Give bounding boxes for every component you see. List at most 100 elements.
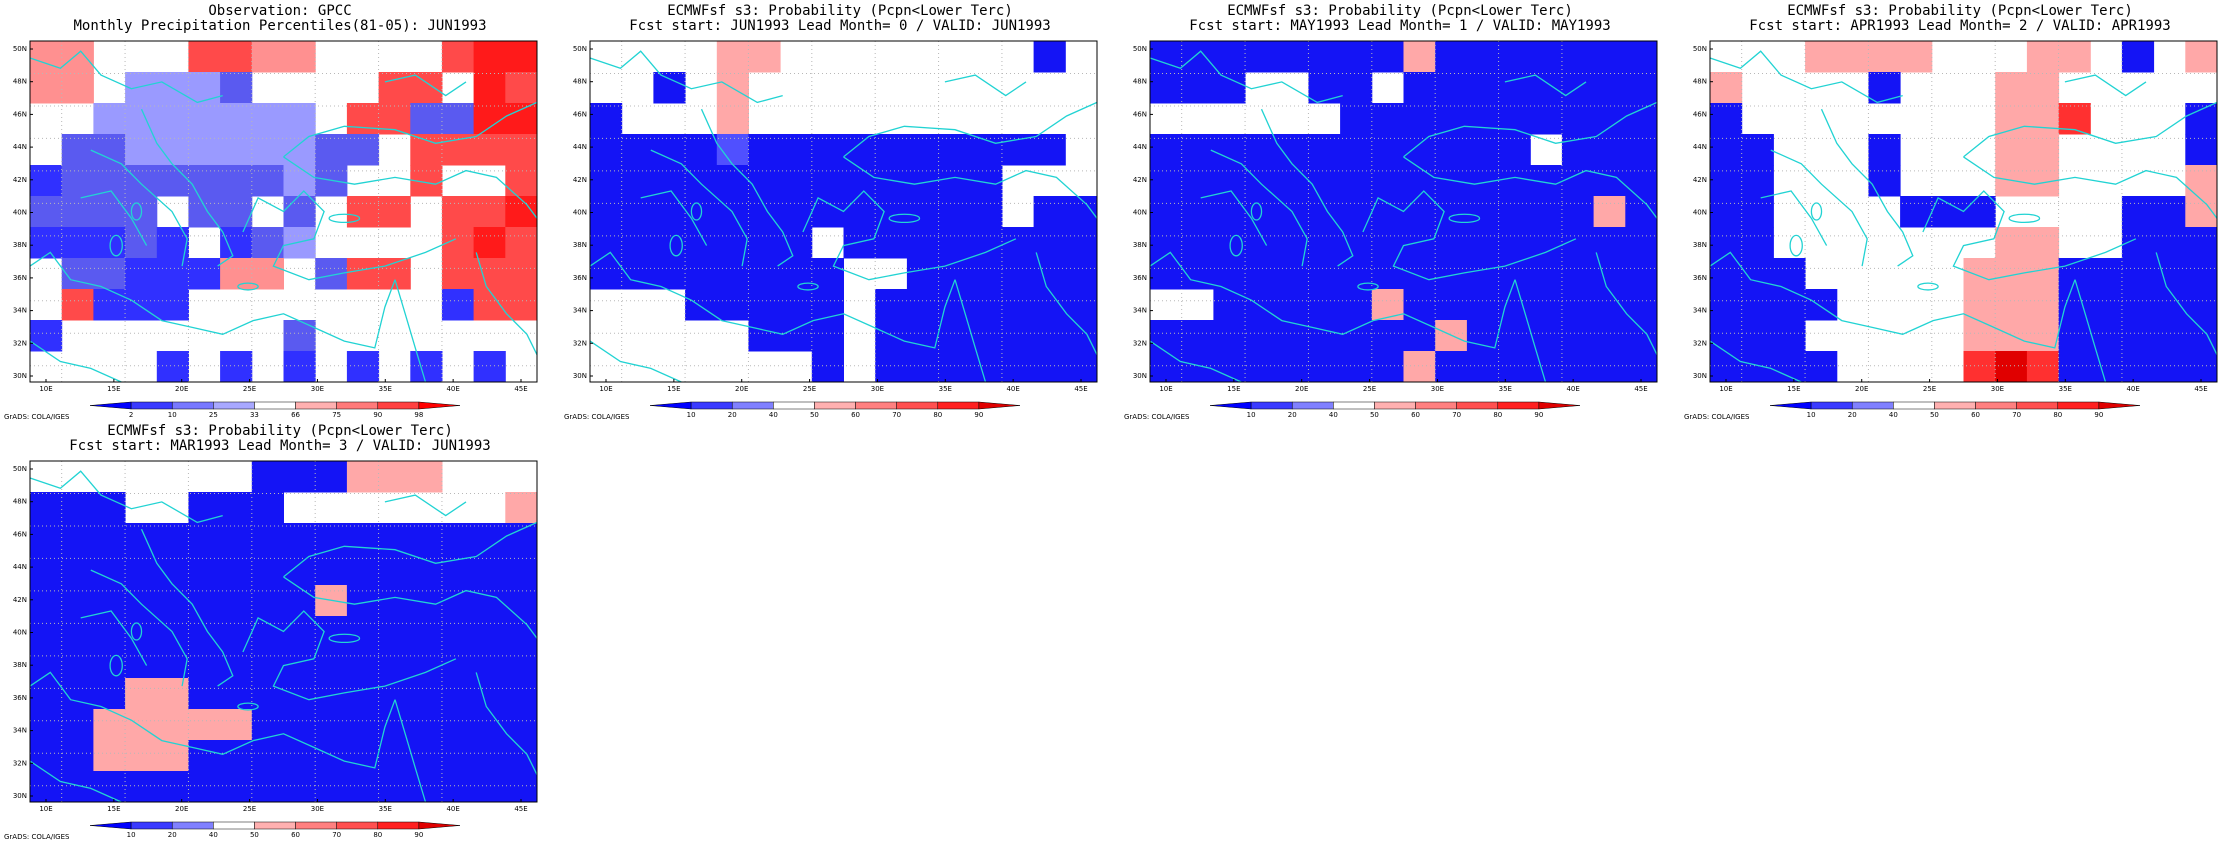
- lat-tick-label: 46N: [1133, 110, 1147, 118]
- grid-cell: [441, 103, 475, 135]
- grid-cell: [1773, 351, 1806, 383]
- lat-tick-label: 50N: [13, 465, 27, 473]
- grid-cell: [1498, 165, 1531, 197]
- lon-tick-label: 35E: [379, 805, 392, 813]
- colorbar-legend: 10 20 40 50 60 70 80 90: [649, 401, 1021, 419]
- lat-tick-label: 30N: [13, 792, 27, 800]
- grid-cell: [780, 289, 813, 321]
- colorbar-label: 20: [1848, 411, 1857, 419]
- grid-cell: [685, 258, 718, 290]
- grid-cell: [378, 585, 411, 617]
- grid-cell: [1340, 289, 1373, 321]
- grid-cell: [1466, 134, 1500, 166]
- colorbar-label: 80: [2053, 411, 2062, 419]
- grid-cell: [61, 41, 94, 73]
- grid-cell: [1371, 41, 1404, 73]
- grid-cell: [811, 320, 844, 352]
- lat-tick-label: 38N: [1693, 241, 1707, 249]
- lat-tick-label: 46N: [573, 110, 587, 118]
- grid-cell: [30, 320, 63, 352]
- grid-cell: [188, 134, 221, 166]
- map-frame: [589, 40, 1098, 383]
- grid-cell: [748, 289, 781, 321]
- grid-cell: [2058, 351, 2091, 383]
- grid-cell: [441, 740, 475, 772]
- grid-cell: [473, 103, 506, 135]
- grid-cell: [125, 289, 158, 321]
- grid-cell: [938, 196, 971, 228]
- grid-cell: [2121, 351, 2155, 383]
- grid-cell: [410, 134, 443, 166]
- panel-subtitle: Fcst start: MAR1993 Lead Month= 3 / VALI…: [69, 438, 491, 454]
- grid-cell: [685, 134, 718, 166]
- precip-cells: [1150, 41, 1658, 383]
- lat-tick-label: 32N: [13, 339, 27, 347]
- colorbar-label: 10: [687, 411, 696, 419]
- grid-cell: [93, 647, 126, 679]
- colorbar-swatch: [130, 821, 173, 830]
- lat-tick-label: 38N: [13, 661, 27, 669]
- grid-cell: [473, 227, 506, 259]
- grid-cell: [188, 72, 221, 104]
- colorbar-legend: 10 20 40 50 60 70 80 90: [1769, 401, 2141, 419]
- grid-cell: [1340, 103, 1373, 135]
- colorbar-label: 25: [209, 411, 218, 419]
- grid-cell: [1065, 289, 1098, 321]
- grid-cell: [346, 258, 380, 290]
- grid-cell: [251, 678, 284, 710]
- colorbar-label: 10: [1247, 411, 1256, 419]
- grid-cell: [716, 196, 749, 228]
- grid-cell: [125, 134, 158, 166]
- grid-cell: [125, 709, 158, 741]
- colorbar-label: 90: [1534, 411, 1543, 419]
- grid-cell: [1995, 227, 2028, 259]
- grid-cell: [93, 740, 126, 772]
- grid-cell: [1625, 351, 1658, 383]
- panel-subtitle: Monthly Precipitation Percentiles(81-05)…: [73, 18, 487, 34]
- grid-cell: [811, 351, 844, 383]
- lon-tick-label: 25E: [243, 805, 256, 813]
- grid-cell: [93, 258, 126, 290]
- grid-cell: [156, 523, 189, 555]
- grid-cell: [1741, 165, 1774, 197]
- grid-cell: [251, 165, 284, 197]
- graticule: [30, 461, 537, 802]
- grid-cell: [1276, 320, 1309, 352]
- grid-cell: [621, 227, 654, 259]
- grid-cell: [1963, 320, 1996, 352]
- grid-cell: [315, 709, 348, 741]
- grid-cell: [938, 320, 971, 352]
- grid-cell: [125, 165, 158, 197]
- colorbar-label: 66: [291, 411, 300, 419]
- lat-tick-label: 44N: [1693, 143, 1707, 151]
- grid-cell: [748, 41, 781, 73]
- grid-cell: [188, 709, 221, 741]
- grid-cell: [1466, 289, 1500, 321]
- grid-cell: [748, 165, 781, 197]
- map-canvas: 50N 48N 46N 44N 42N 40N 38N 36N 34N 32N 30N 10E 15E 2…: [1693, 40, 2218, 419]
- lon-tick-label: 10E: [599, 385, 612, 393]
- grid-cell: [188, 771, 221, 803]
- grid-cell: [1625, 41, 1658, 73]
- grid-cell: [441, 258, 475, 290]
- grid-cell: [378, 647, 411, 679]
- grid-cell: [410, 647, 443, 679]
- grid-cell: [346, 771, 380, 803]
- lon-tick-label: 10E: [1719, 385, 1732, 393]
- grid-cell: [1466, 196, 1500, 228]
- lat-tick-label: 48N: [13, 498, 27, 506]
- grid-cell: [441, 678, 475, 710]
- grid-cell: [1741, 227, 1774, 259]
- grid-cell: [1245, 289, 1278, 321]
- colorbar-label: 60: [291, 831, 300, 839]
- lat-tick-label: 30N: [13, 372, 27, 380]
- grid-cell: [906, 320, 940, 352]
- grid-cell: [505, 647, 538, 679]
- grid-cell: [685, 165, 718, 197]
- lat-tick-label: 36N: [1693, 274, 1707, 282]
- grid-cell: [1403, 196, 1436, 228]
- grid-cell: [1530, 320, 1563, 352]
- lon-tick-label: 45E: [514, 805, 527, 813]
- grid-cell: [1213, 72, 1246, 104]
- grid-cell: [251, 227, 284, 259]
